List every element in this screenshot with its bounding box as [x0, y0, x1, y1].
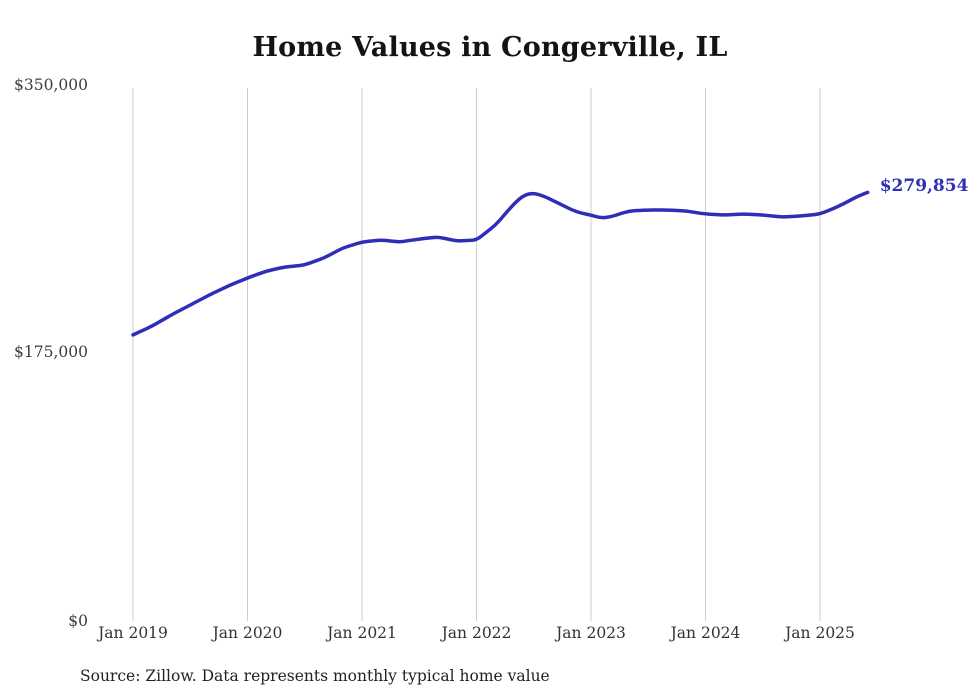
x-axis-tick-jan-2019: Jan 2019: [98, 624, 168, 642]
latest-value-label: $279,854: [879, 176, 969, 197]
x-axis-tick-jan-2025: Jan 2025: [785, 624, 855, 642]
x-axis-tick-jan-2023: Jan 2023: [556, 624, 626, 642]
y-axis-tick-175000: $175,000: [14, 343, 88, 361]
y-axis-tick-0: $0: [68, 612, 88, 630]
x-axis-tick-jan-2020: Jan 2020: [212, 624, 283, 642]
source-note: Source: Zillow. Data represents monthly …: [80, 667, 550, 685]
x-axis-tick-jan-2021: Jan 2021: [327, 624, 397, 642]
home-value-line: [131, 190, 870, 337]
x-axis-tick-jan-2024: Jan 2024: [670, 624, 741, 642]
y-axis-tick-350000: $350,000: [14, 76, 88, 94]
chart-title: Home Values in Congerville, IL: [252, 32, 728, 63]
x-axis-tick-jan-2022: Jan 2022: [441, 624, 512, 642]
